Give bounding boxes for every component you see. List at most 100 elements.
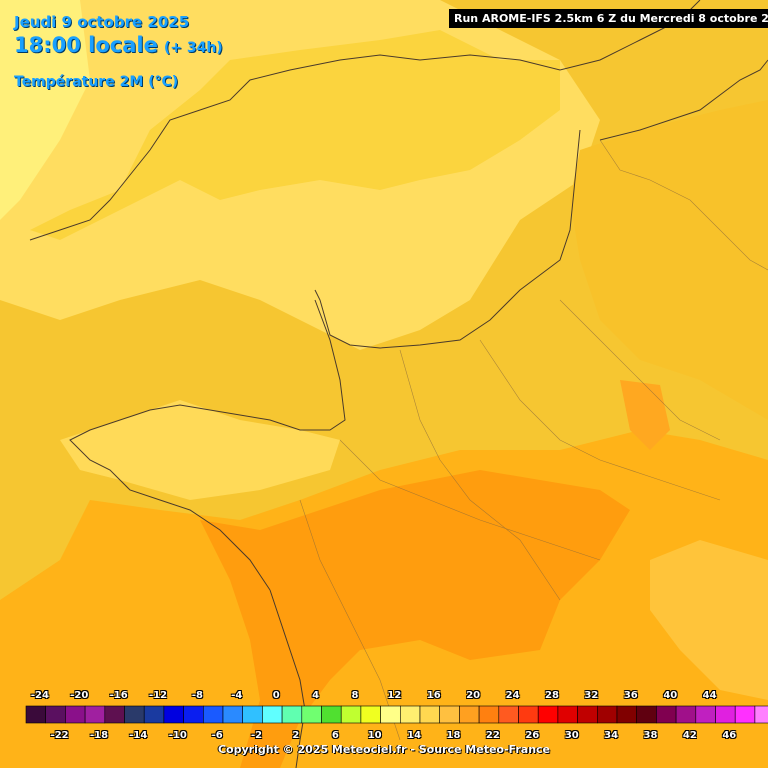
temp-zone-alps-cooler xyxy=(650,540,768,700)
legend-swatch xyxy=(360,705,381,724)
legend-label-bottom: 10 xyxy=(367,730,382,741)
temp-zone-england xyxy=(30,30,560,240)
legend-label-bottom: 34 xyxy=(604,730,619,741)
legend-label-bottom: -2 xyxy=(250,730,263,741)
copyright-text: Copyright © 2025 Meteociel.fr - Source M… xyxy=(217,743,551,756)
coastline-england xyxy=(29,0,701,241)
legend-label-top: -24 xyxy=(30,690,49,701)
temp-zone-north-france xyxy=(570,100,768,420)
legend-swatch xyxy=(104,705,125,724)
legend-swatch xyxy=(301,705,322,724)
legend-label-top: 28 xyxy=(545,690,559,701)
legend-label-bottom: 2 xyxy=(292,730,300,741)
run-info-banner: Run AROME-IFS 2.5km 6 Z du Mercredi 8 oc… xyxy=(449,9,768,28)
border-dept-c xyxy=(339,439,601,561)
legend-label-top: 36 xyxy=(623,690,638,701)
legend-swatch xyxy=(695,705,716,724)
legend-label-bottom: 46 xyxy=(722,730,737,741)
border-dept-d xyxy=(299,499,401,741)
legend-label-top: -16 xyxy=(109,690,128,701)
legend-label-bottom: -6 xyxy=(211,730,223,741)
legend-swatch xyxy=(715,705,736,724)
forecast-offset: (+ 34h) xyxy=(163,40,223,56)
legend-swatch xyxy=(459,705,480,724)
legend-label-top: -8 xyxy=(191,690,203,701)
legend-swatch xyxy=(380,705,401,724)
legend-swatch xyxy=(754,705,768,724)
temp-zone-20-22-southwest xyxy=(200,470,630,768)
legend-swatch xyxy=(419,705,441,724)
legend-label-top: 16 xyxy=(426,690,441,701)
legend-label-bottom: 30 xyxy=(564,730,579,741)
legend-swatch xyxy=(222,705,244,724)
legend-label-bottom: 22 xyxy=(485,730,500,741)
legend-swatch xyxy=(616,705,638,724)
legend-label-top: 44 xyxy=(702,690,717,701)
forecast-time-value: 18:00 locale xyxy=(14,33,158,57)
coastline-france-north xyxy=(314,129,581,349)
legend-label-bottom: 38 xyxy=(643,730,658,741)
legend-swatch xyxy=(65,705,86,724)
coastline-atlantic xyxy=(269,589,306,768)
legend-swatch xyxy=(45,705,66,724)
legend-swatch xyxy=(557,705,578,724)
legend-swatch xyxy=(321,705,342,724)
legend-label-top: 8 xyxy=(351,690,359,701)
legend-swatch xyxy=(734,705,756,724)
legend-swatch xyxy=(340,705,362,724)
legend-label-bottom: 26 xyxy=(525,730,540,741)
legend-label-top: 20 xyxy=(466,690,481,701)
variable-label: Température 2M (°C) xyxy=(14,74,179,90)
legend-label-bottom: 42 xyxy=(682,730,697,741)
coastline-belgium-nl xyxy=(599,59,768,141)
legend-swatch xyxy=(84,705,106,724)
legend-label-bottom: 14 xyxy=(407,730,422,741)
legend-swatch xyxy=(636,705,657,724)
legend-swatch xyxy=(537,705,559,724)
legend-swatch xyxy=(143,705,165,724)
border-dept-a xyxy=(399,349,561,601)
forecast-time: 18:00 locale (+ 34h) xyxy=(14,33,223,57)
temp-zone-brittany-coast xyxy=(60,400,340,500)
legend-swatch xyxy=(281,705,303,724)
legend-label-top: -4 xyxy=(231,690,243,701)
legend-label-top: 32 xyxy=(584,690,599,701)
legend-label-top: -20 xyxy=(70,690,89,701)
legend-swatch xyxy=(399,705,421,724)
legend-swatch xyxy=(124,705,145,724)
border-dept-b xyxy=(479,339,721,501)
coastlines xyxy=(29,0,768,768)
legend-label-bottom: -18 xyxy=(89,730,109,741)
legend-label-bottom: -10 xyxy=(168,730,187,741)
legend-swatch xyxy=(25,705,47,724)
legend-swatch xyxy=(577,705,598,724)
legend-swatch xyxy=(183,705,204,724)
legend-swatch xyxy=(478,705,500,724)
legend-swatch xyxy=(656,705,677,724)
legend-swatch xyxy=(163,705,184,724)
legend-swatch xyxy=(498,705,519,724)
legend-swatch xyxy=(518,705,539,724)
legend-color-bar xyxy=(25,705,768,724)
legend-swatch xyxy=(242,705,263,724)
coastline-brittany xyxy=(69,299,346,591)
forecast-date: Jeudi 9 octobre 2025 xyxy=(14,13,190,31)
legend-swatch xyxy=(439,705,460,724)
legend-label-top: 12 xyxy=(387,690,402,701)
borders xyxy=(299,139,768,741)
legend-label-bottom: 6 xyxy=(331,730,339,741)
legend-label-top: 24 xyxy=(505,690,520,701)
legend-label-bottom: -14 xyxy=(129,730,148,741)
legend-swatch xyxy=(675,705,697,724)
legend-label-top: 0 xyxy=(272,690,280,701)
legend-swatch xyxy=(203,705,224,724)
legend-label-bottom: -22 xyxy=(50,730,69,741)
temp-zone-14-16-west xyxy=(0,0,90,220)
legend-swatch xyxy=(262,705,283,724)
border-dept-e xyxy=(559,299,721,441)
border-france-belgium xyxy=(599,139,768,271)
legend-label-top: -12 xyxy=(149,690,168,701)
legend-label-top: 40 xyxy=(663,690,678,701)
legend-label-bottom: 18 xyxy=(446,730,461,741)
